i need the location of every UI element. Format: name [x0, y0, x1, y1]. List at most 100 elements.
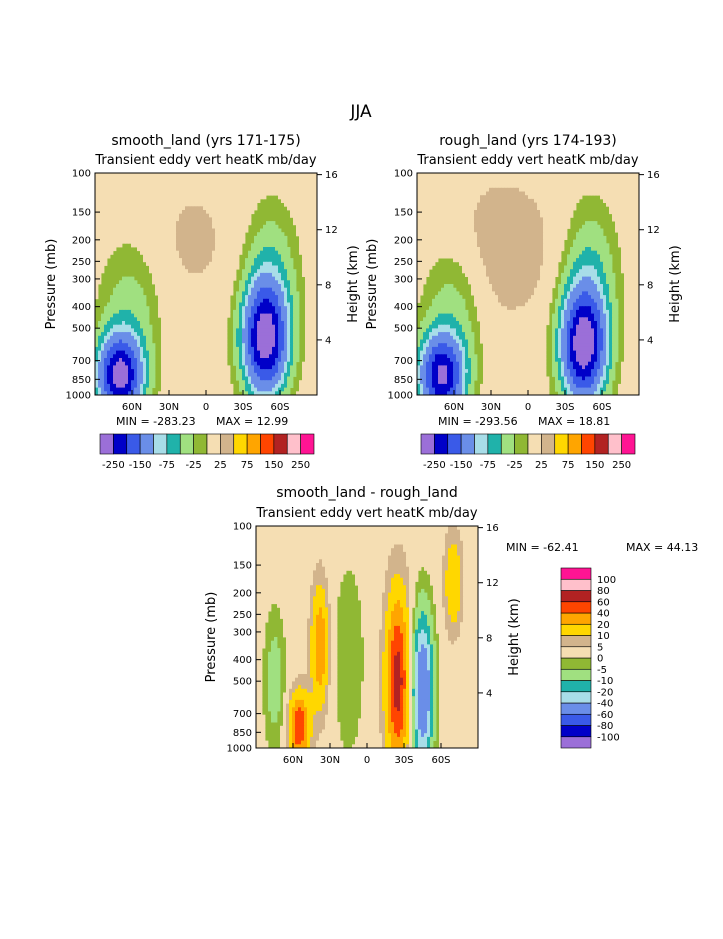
contour-cell — [549, 192, 552, 196]
contour-cell — [489, 192, 492, 196]
contour-cell — [143, 351, 146, 355]
contour-cell — [501, 173, 504, 177]
contour-cell — [504, 203, 507, 207]
contour-cell — [239, 351, 242, 355]
contour-cell — [444, 199, 447, 203]
contour-cell — [98, 354, 101, 358]
contour-cell — [420, 177, 423, 181]
contour-cell — [242, 306, 245, 310]
contour-cell — [197, 184, 200, 188]
contour-cell — [206, 354, 209, 358]
contour-cell — [110, 203, 113, 207]
contour-cell — [519, 195, 522, 199]
contour-cell — [113, 351, 116, 355]
contour-cell — [582, 177, 585, 181]
contour-cell — [146, 225, 149, 229]
contour-cell — [441, 214, 444, 218]
contour-cell — [546, 192, 549, 196]
contour-cell — [254, 310, 257, 314]
contour-cell — [194, 177, 197, 181]
contour-cell — [564, 177, 567, 181]
contour-cell — [248, 251, 251, 255]
contour-cell — [158, 284, 161, 288]
contour-cell — [245, 343, 248, 347]
contour-cell — [227, 243, 230, 247]
contour-cell — [308, 225, 311, 229]
contour-cell — [450, 180, 453, 184]
contour-cell — [612, 177, 615, 181]
contour-cell — [260, 340, 263, 344]
contour-cell — [570, 184, 573, 188]
contour-cell — [257, 280, 260, 284]
contour-cell — [236, 306, 239, 310]
contour-cell — [450, 210, 453, 214]
contour-cell — [278, 380, 281, 384]
contour-cell — [158, 192, 161, 196]
contour-cell — [158, 310, 161, 314]
contour-cell — [221, 192, 224, 196]
contour-cell — [483, 225, 486, 229]
contour-cell — [116, 243, 119, 247]
contour-cell — [215, 195, 218, 199]
contour-cell — [206, 377, 209, 381]
contour-cell — [311, 269, 314, 273]
contour-cell — [164, 269, 167, 273]
contour-cell — [218, 377, 221, 381]
contour-cell — [281, 299, 284, 303]
contour-cell — [450, 229, 453, 233]
contour-cell — [95, 343, 98, 347]
contour-cell — [170, 173, 173, 177]
contour-cell — [206, 177, 209, 181]
contour-cell — [116, 195, 119, 199]
contour-cell — [281, 358, 284, 362]
contour-cell — [161, 340, 164, 344]
contour-cell — [630, 199, 633, 203]
contour-cell — [176, 173, 179, 177]
contour-cell — [176, 343, 179, 347]
contour-cell — [435, 180, 438, 184]
contour-cell — [158, 314, 161, 318]
contour-cell — [203, 354, 206, 358]
contour-cell — [128, 203, 131, 207]
contour-cell — [254, 188, 257, 192]
contour-cell — [179, 354, 182, 358]
contour-cell — [110, 173, 113, 177]
contour-cell — [474, 192, 477, 196]
contour-cell — [140, 240, 143, 244]
contour-cell — [525, 177, 528, 181]
contour-cell — [119, 347, 122, 351]
contour-cell — [185, 295, 188, 299]
contour-cell — [266, 232, 269, 236]
contour-cell — [170, 314, 173, 318]
contour-cell — [263, 388, 266, 392]
contour-cell — [146, 240, 149, 244]
contour-cell — [107, 354, 110, 358]
contour-cell — [224, 199, 227, 203]
contour-cell — [209, 354, 212, 358]
contour-cell — [203, 203, 206, 207]
contour-cell — [269, 347, 272, 351]
contour-cell — [266, 236, 269, 240]
contour-cell — [221, 210, 224, 214]
contour-cell — [167, 214, 170, 218]
contour-cell — [480, 177, 483, 181]
contour-cell — [251, 306, 254, 310]
contour-cell — [224, 343, 227, 347]
contour-cell — [104, 343, 107, 347]
contour-cell — [224, 217, 227, 221]
y-tick-label-right: 4 — [325, 335, 331, 346]
contour-cell — [194, 210, 197, 214]
contour-cell — [290, 195, 293, 199]
contour-cell — [185, 291, 188, 295]
contour-cell — [143, 384, 146, 388]
contour-cell — [221, 373, 224, 377]
contour-cell — [516, 203, 519, 207]
contour-cell — [257, 347, 260, 351]
contour-cell — [209, 184, 212, 188]
contour-cell — [194, 310, 197, 314]
contour-cell — [293, 295, 296, 299]
contour-cell — [188, 262, 191, 266]
contour-cell — [552, 225, 555, 229]
contour-cell — [462, 188, 465, 192]
contour-cell — [432, 217, 435, 221]
